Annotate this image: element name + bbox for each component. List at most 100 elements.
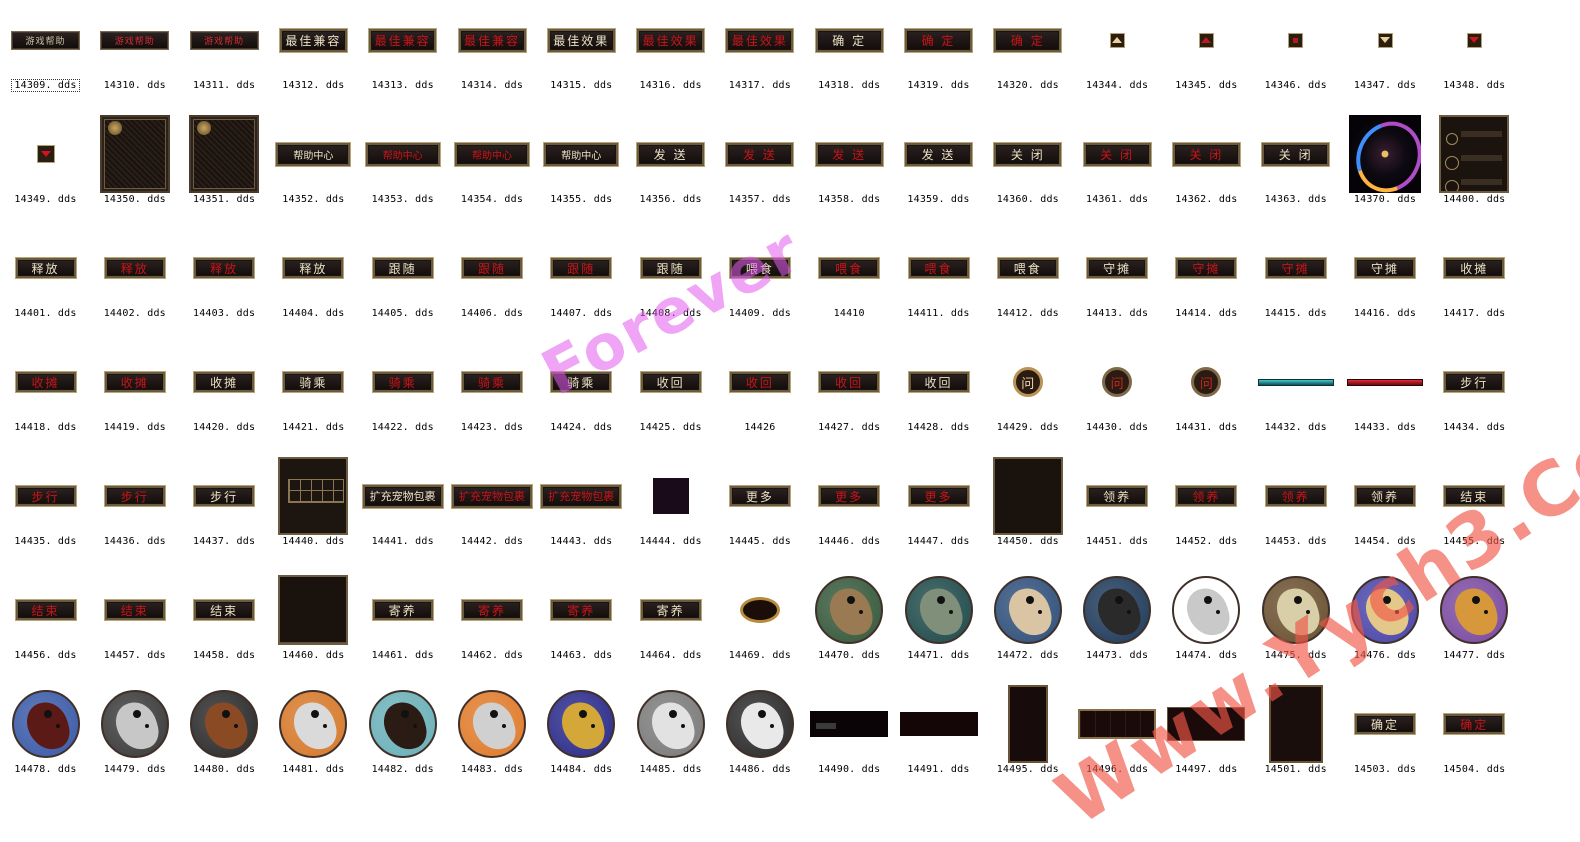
file-thumbnail[interactable]: 扩充宠物包裹 14441. dds [358,456,447,570]
file-thumbnail[interactable]: 14474. dds [1162,570,1251,684]
file-thumbnail[interactable]: 更多 14445. dds [715,456,804,570]
file-thumbnail[interactable]: 14347. dds [1341,0,1430,114]
file-thumbnail[interactable]: 最佳兼容 14314. dds [448,0,537,114]
file-thumbnail[interactable]: 关 闭 14360. dds [983,114,1072,228]
file-thumbnail[interactable]: 结束 14457. dds [90,570,179,684]
file-thumbnail[interactable]: 领养 14452. dds [1162,456,1251,570]
file-thumbnail[interactable]: 14490. dds [805,684,894,798]
file-thumbnail[interactable]: 14484. dds [537,684,626,798]
file-thumbnail[interactable]: 14479. dds [90,684,179,798]
file-thumbnail[interactable]: 发 送 14357. dds [715,114,804,228]
file-thumbnail[interactable]: 更多 14447. dds [894,456,983,570]
file-thumbnail[interactable]: 领养 14451. dds [1073,456,1162,570]
file-thumbnail[interactable]: 14432. dds [1251,342,1340,456]
file-thumbnail[interactable]: 领养 14454. dds [1341,456,1430,570]
file-thumbnail[interactable]: 14478. dds [1,684,90,798]
file-thumbnail[interactable]: 帮助中心 14353. dds [358,114,447,228]
file-thumbnail[interactable]: 释放 14402. dds [90,228,179,342]
file-thumbnail[interactable]: 跟随 14408. dds [626,228,715,342]
file-thumbnail[interactable]: 收摊 14418. dds [1,342,90,456]
file-thumbnail[interactable]: 14472. dds [983,570,1072,684]
file-thumbnail[interactable]: 扩充宠物包裹 14443. dds [537,456,626,570]
file-thumbnail[interactable]: 确定 14503. dds [1341,684,1430,798]
file-thumbnail[interactable]: 步行 14434. dds [1430,342,1519,456]
file-thumbnail[interactable]: 14471. dds [894,570,983,684]
file-thumbnail[interactable]: 骑乘 14423. dds [448,342,537,456]
file-thumbnail[interactable]: 更多 14446. dds [805,456,894,570]
file-thumbnail[interactable]: 帮助中心 14354. dds [448,114,537,228]
file-thumbnail[interactable]: 扩充宠物包裹 14442. dds [448,456,537,570]
file-thumbnail[interactable]: 游戏帮助 14310. dds [90,0,179,114]
file-thumbnail[interactable]: 14476. dds [1341,570,1430,684]
file-thumbnail[interactable]: 14491. dds [894,684,983,798]
file-thumbnail[interactable]: 最佳兼容 14312. dds [269,0,358,114]
file-thumbnail[interactable]: 14345. dds [1162,0,1251,114]
file-thumbnail[interactable]: 喂食 14412. dds [983,228,1072,342]
file-thumbnail[interactable]: 发 送 14359. dds [894,114,983,228]
file-thumbnail[interactable]: 收回 14427. dds [805,342,894,456]
file-thumbnail[interactable]: 14460. dds [269,570,358,684]
file-thumbnail[interactable]: 问 14430. dds [1073,342,1162,456]
file-thumbnail[interactable]: 14351. dds [180,114,269,228]
file-thumbnail[interactable]: 喂食 14411. dds [894,228,983,342]
file-thumbnail[interactable]: 14473. dds [1073,570,1162,684]
file-thumbnail[interactable]: 守摊 14414. dds [1162,228,1251,342]
file-thumbnail[interactable]: 喂食 14410 [805,228,894,342]
file-thumbnail[interactable]: 确 定 14319. dds [894,0,983,114]
file-thumbnail[interactable]: 跟随 14406. dds [448,228,537,342]
file-thumbnail[interactable]: 结束 14458. dds [180,570,269,684]
file-thumbnail[interactable]: 最佳效果 14315. dds [537,0,626,114]
file-thumbnail[interactable]: 收摊 14420. dds [180,342,269,456]
file-thumbnail[interactable]: 释放 14401. dds [1,228,90,342]
file-thumbnail[interactable]: 14400. dds [1430,114,1519,228]
file-thumbnail[interactable]: 发 送 14356. dds [626,114,715,228]
file-thumbnail[interactable]: 14480. dds [180,684,269,798]
file-thumbnail[interactable]: 14470. dds [805,570,894,684]
file-thumbnail[interactable]: 步行 14437. dds [180,456,269,570]
file-thumbnail[interactable]: 14440. dds [269,456,358,570]
file-thumbnail[interactable]: 14349. dds [1,114,90,228]
file-thumbnail[interactable]: 14497. dds [1162,684,1251,798]
file-thumbnail[interactable]: 14501. dds [1251,684,1340,798]
file-thumbnail[interactable]: 14475. dds [1251,570,1340,684]
file-thumbnail[interactable]: 问 14429. dds [983,342,1072,456]
file-thumbnail[interactable]: 寄养 14461. dds [358,570,447,684]
file-thumbnail[interactable]: 14444. dds [626,456,715,570]
file-thumbnail[interactable]: 收回 14428. dds [894,342,983,456]
file-thumbnail[interactable]: 结束 14455. dds [1430,456,1519,570]
file-thumbnail[interactable]: 领养 14453. dds [1251,456,1340,570]
file-thumbnail[interactable]: 14481. dds [269,684,358,798]
file-thumbnail[interactable]: 骑乘 14424. dds [537,342,626,456]
file-thumbnail[interactable]: 结束 14456. dds [1,570,90,684]
file-thumbnail[interactable]: 收摊 14417. dds [1430,228,1519,342]
file-thumbnail[interactable]: 收摊 14419. dds [90,342,179,456]
file-thumbnail[interactable]: 14370. dds [1341,114,1430,228]
file-thumbnail[interactable]: 跟随 14405. dds [358,228,447,342]
file-thumbnail[interactable]: 14450. dds [983,456,1072,570]
file-thumbnail[interactable]: 确定 14504. dds [1430,684,1519,798]
file-thumbnail[interactable]: 关 闭 14362. dds [1162,114,1251,228]
file-thumbnail[interactable]: 守摊 14416. dds [1341,228,1430,342]
file-thumbnail[interactable]: 释放 14404. dds [269,228,358,342]
file-thumbnail[interactable]: 跟随 14407. dds [537,228,626,342]
file-thumbnail[interactable]: 最佳效果 14316. dds [626,0,715,114]
file-thumbnail[interactable]: 14495. dds [983,684,1072,798]
file-thumbnail[interactable]: 守摊 14415. dds [1251,228,1340,342]
file-thumbnail[interactable]: 寄养 14463. dds [537,570,626,684]
file-thumbnail[interactable]: 步行 14436. dds [90,456,179,570]
file-thumbnail[interactable]: 最佳兼容 14313. dds [358,0,447,114]
file-thumbnail[interactable]: 游戏帮助 14311. dds [180,0,269,114]
file-thumbnail[interactable]: 确 定 14320. dds [983,0,1072,114]
file-thumbnail[interactable]: 帮助中心 14355. dds [537,114,626,228]
file-thumbnail[interactable]: 关 闭 14363. dds [1251,114,1340,228]
file-thumbnail[interactable]: 问 14431. dds [1162,342,1251,456]
file-thumbnail[interactable]: 收回 14426 [715,342,804,456]
file-thumbnail[interactable]: 14469. dds [715,570,804,684]
file-thumbnail[interactable]: 寄养 14462. dds [448,570,537,684]
file-thumbnail[interactable]: 14346. dds [1251,0,1340,114]
file-thumbnail[interactable]: 14433. dds [1341,342,1430,456]
file-thumbnail[interactable]: 确 定 14318. dds [805,0,894,114]
file-thumbnail[interactable]: 14344. dds [1073,0,1162,114]
file-thumbnail[interactable]: 寄养 14464. dds [626,570,715,684]
file-thumbnail[interactable]: 骑乘 14421. dds [269,342,358,456]
